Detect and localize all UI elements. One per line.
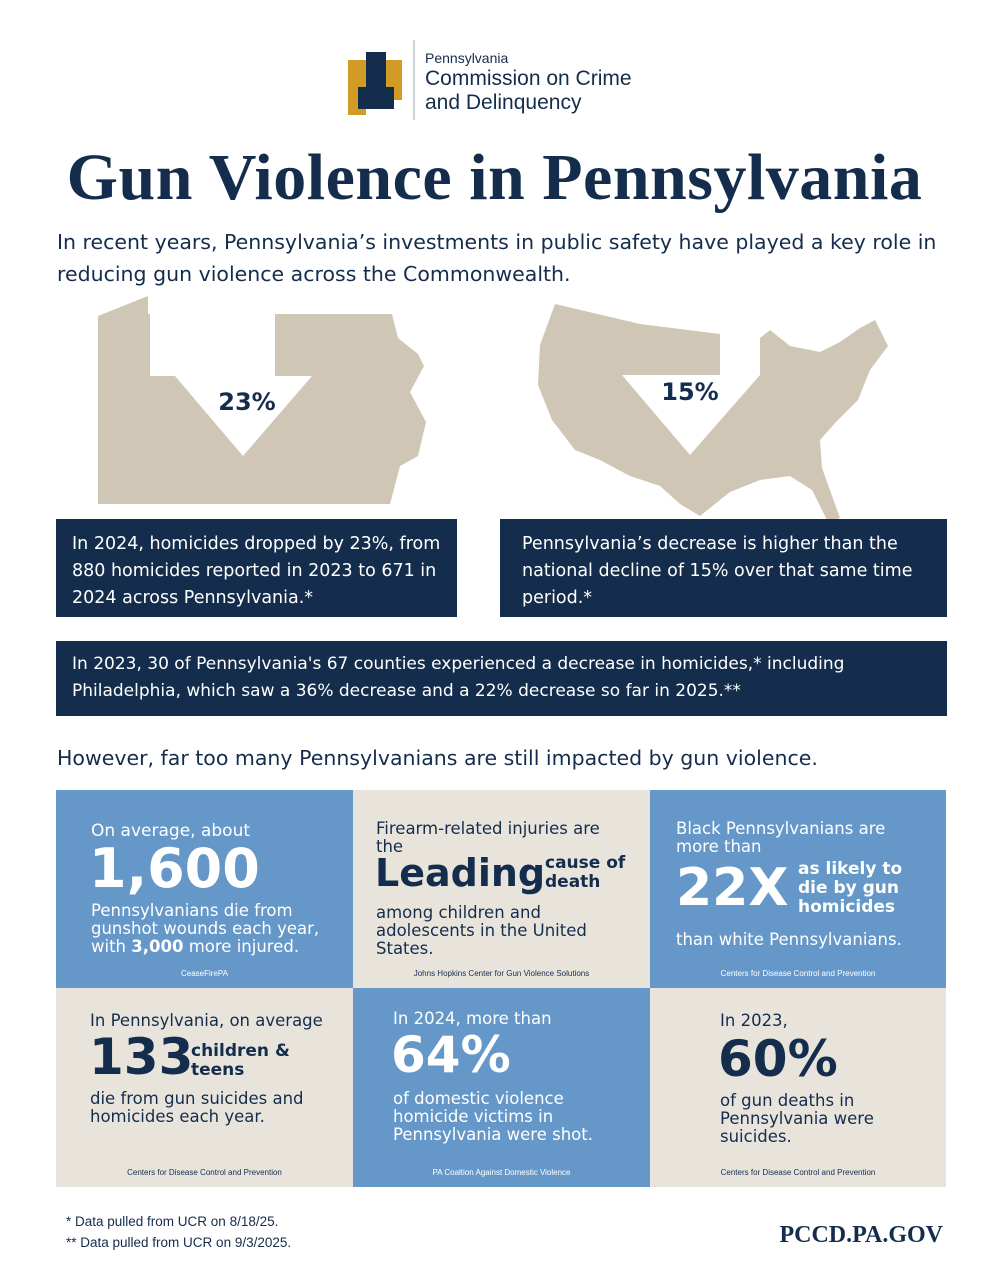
card-big: 60% — [718, 1030, 838, 1088]
card-body: than white Pennsylvanians. — [676, 930, 902, 949]
site-url: PCCD.PA.GOV — [779, 1222, 943, 1248]
card-body: Pennsylvanians die from gunshot wounds e… — [91, 902, 341, 956]
card-lead: In 2024, more than — [393, 1009, 552, 1028]
stat-box: In 2024, homicides dropped by 23%, from … — [56, 519, 457, 617]
footnote: * Data pulled from UCR on 8/18/25. — [66, 1214, 279, 1229]
stat-card: In 2023, 60% of gun deaths in Pennsylvan… — [650, 988, 946, 1187]
card-body: of domestic violence homicide victims in… — [393, 1089, 593, 1144]
card-big: 22X — [676, 858, 789, 918]
maps: 23% 15% — [98, 290, 888, 522]
card-side: children & teens — [191, 1041, 290, 1080]
card-lead: In 2023, — [720, 1011, 788, 1030]
card-source: PA Coaltion Against Domestic Violence — [432, 1168, 571, 1177]
card-source: Centers for Disease Control and Preventi… — [127, 1168, 282, 1177]
stat-card: In Pennsylvania, on average 133 children… — [56, 988, 353, 1187]
stat-card: Black Pennsylvanians are more than 22X a… — [650, 790, 946, 988]
card-source: Centers for Disease Control and Preventi… — [720, 969, 876, 978]
card-body: among children and adolescents in the Un… — [376, 903, 587, 958]
card-side: as likely to die by gun homicides — [798, 859, 903, 917]
logo — [348, 40, 415, 120]
text: Pennsylvanians die from gunshot wounds e… — [91, 901, 320, 956]
card-lead: Firearm-related injuries are the — [376, 819, 600, 856]
card-body: die from gun suicides and homicides each… — [90, 1089, 304, 1126]
footnote: ** Data pulled from UCR on 9/3/2025. — [66, 1235, 292, 1250]
stat-card: Firearm-related injuries are the Leading… — [353, 790, 650, 988]
subheading: However, far too many Pennsylvanians are… — [57, 746, 818, 770]
text: more injured. — [188, 937, 300, 956]
org-line: and Delinquency — [425, 91, 582, 114]
card-source: CeaseFirePA — [181, 969, 228, 978]
card-body: of gun deaths in Pennsylvania were suici… — [720, 1091, 874, 1146]
intro: In recent years, Pennsylvania’s investme… — [57, 230, 937, 286]
map-stat: 23% — [218, 388, 275, 416]
org-line: Commission on Crime — [425, 67, 632, 90]
stat-box: Pennsylvania’s decrease is higher than t… — [500, 519, 947, 617]
card-lead: In Pennsylvania, on average — [90, 1011, 323, 1030]
card-source: Centers for Disease Control and Preventi… — [720, 1168, 876, 1177]
map-stat: 15% — [661, 378, 718, 406]
highlight: 3,000 — [131, 937, 184, 956]
title: Gun Violence in Pennsylvania — [66, 141, 923, 214]
stat-card: In 2024, more than 64% of domestic viole… — [353, 988, 650, 1187]
card-source: Johns Hopkins Center for Gun Violence So… — [413, 969, 590, 978]
card-big: 1,600 — [89, 837, 260, 900]
org-line: Pennsylvania — [425, 50, 509, 66]
card-big: 64% — [391, 1026, 511, 1084]
card-lead: Black Pennsylvanians are more than — [676, 819, 886, 856]
card-side: cause of death — [545, 853, 626, 892]
card-lead: On average, about — [91, 821, 251, 841]
card-big: Leading — [375, 851, 546, 895]
stat-card: On average, about 1,600 Pennsylvanians d… — [56, 790, 353, 988]
counties-box: In 2023, 30 of Pennsylvania's 67 countie… — [56, 641, 947, 716]
card-big: 133 — [89, 1028, 194, 1086]
